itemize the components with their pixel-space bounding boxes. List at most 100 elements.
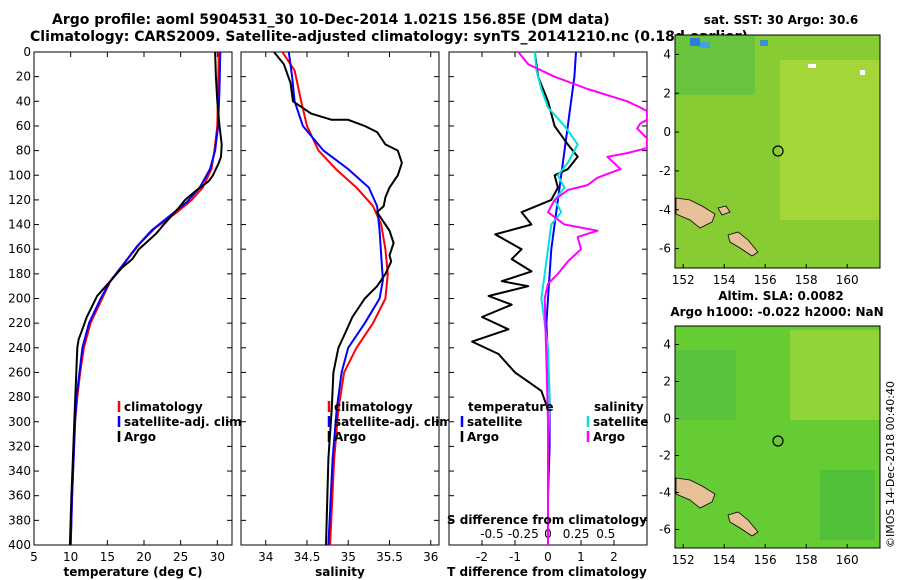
sst-map: sat. SST: 30 Argo: 30.6 152 154 156 158 160 4… xyxy=(659,13,881,287)
map-x-tick-label: 160 xyxy=(836,273,859,287)
legend-label-satellite: satellite-adj. clim. xyxy=(334,415,456,429)
x-tick-label: 20 xyxy=(136,550,151,564)
sst-map-land-islet xyxy=(717,205,731,216)
difference-xlabel: T difference from climatology xyxy=(447,565,647,579)
map-y-tick-label: -6 xyxy=(659,242,671,256)
map-x-tick-label: 158 xyxy=(795,553,818,567)
x2-tick-label: -0.25 xyxy=(508,527,539,541)
y-tick-label: 280 xyxy=(8,390,31,404)
y-tick-label: 340 xyxy=(8,464,31,478)
x2-tick-label: -0.5 xyxy=(480,527,503,541)
legend-label-argo: Argo xyxy=(124,430,156,444)
x-tick-label: 25 xyxy=(173,550,188,564)
sla-map-title-2: Argo h1000: -0.022 h2000: NaN xyxy=(670,305,883,319)
map-y-tick-label: 2 xyxy=(663,375,671,389)
sla-map-land-bougainville xyxy=(727,511,759,537)
map-y-tick-label: 2 xyxy=(663,86,671,100)
y-tick-label: 120 xyxy=(8,193,31,207)
y-tick-label: 80 xyxy=(16,144,31,158)
legend-label-t-satellite: satellite xyxy=(467,415,522,429)
map-x-tick-label: 154 xyxy=(713,553,736,567)
legend-label-satellite: satellite-adj. clim. xyxy=(124,415,246,429)
series-line-s-satellite xyxy=(533,52,579,545)
imos-credit: ©IMOS 14-Dec-2018 00:40:40 xyxy=(884,381,897,548)
x2-tick-label: 0.5 xyxy=(596,527,615,541)
map-y-tick-label: 4 xyxy=(663,47,671,61)
map-y-tick-label: -2 xyxy=(659,164,671,178)
legend-title-temperature: temperature xyxy=(468,400,553,414)
figure-title-line-2: Climatology: CARS2009. Satellite-adjuste… xyxy=(30,29,748,45)
y-tick-label: 360 xyxy=(8,489,31,503)
sla-map: Altim. SLA: 0.0082 Argo h1000: -0.022 h2… xyxy=(659,289,884,567)
legend-title-salinity: salinity xyxy=(594,400,644,414)
sla-map-patch xyxy=(820,470,875,540)
sst-map-patch xyxy=(700,42,710,48)
sla-map-frame xyxy=(674,325,881,549)
temperature-legend: climatology satellite-adj. clim. Argo xyxy=(117,400,246,444)
x-tick-label: 30 xyxy=(210,550,225,564)
sst-map-title: sat. SST: 30 Argo: 30.6 xyxy=(704,13,858,27)
y-tick-label: 100 xyxy=(8,168,31,182)
sst-map-frame xyxy=(674,34,881,269)
y-tick-label: 200 xyxy=(8,292,31,306)
series-line-satellite-adj-clim- xyxy=(287,52,384,545)
y-tick-label: 180 xyxy=(8,267,31,281)
x-tick-label: 2 xyxy=(610,550,618,564)
y-tick-label: 40 xyxy=(16,94,31,108)
legend-label-t-argo: Argo xyxy=(467,430,499,444)
sst-map-land-new-ireland xyxy=(675,197,716,229)
map-x-tick-label: 156 xyxy=(754,273,777,287)
map-x-tick-label: 160 xyxy=(836,553,859,567)
legend-label-climatology: climatology xyxy=(334,400,413,414)
map-y-tick-label: -6 xyxy=(659,523,671,537)
sst-map-patch xyxy=(808,64,816,68)
sla-map-title-1: Altim. SLA: 0.0082 xyxy=(718,289,844,303)
x-tick-label: -1 xyxy=(509,550,521,564)
salinity-panel: 34 34.5 35 35.5 36 salinity climatology sate… xyxy=(240,51,456,579)
sst-map-patch xyxy=(675,35,755,95)
map-y-tick-label: 0 xyxy=(663,412,671,426)
legend-label-s-satellite: satellite xyxy=(593,415,648,429)
y-tick-label: 400 xyxy=(8,538,31,552)
legend-label-climatology: climatology xyxy=(124,400,203,414)
temperature-plot-frame xyxy=(33,51,233,546)
x-tick-label: 36 xyxy=(423,550,438,564)
map-x-tick-label: 152 xyxy=(672,273,695,287)
legend-label-argo: Argo xyxy=(334,430,366,444)
map-y-tick-label: -4 xyxy=(659,486,671,500)
sla-map-patch xyxy=(676,350,736,420)
x-tick-label: 34.5 xyxy=(294,550,321,564)
sst-map-land-bougainville xyxy=(727,231,759,257)
salinity-legend: climatology satellite-adj. clim. Argo xyxy=(327,400,456,444)
salinity-xlabel: salinity xyxy=(315,565,365,579)
series-line-argo xyxy=(68,52,223,545)
series-line-s-argo xyxy=(517,52,647,545)
y-tick-label: 320 xyxy=(8,439,31,453)
y-tick-label: 300 xyxy=(8,415,31,429)
x-tick-label: 10 xyxy=(63,550,78,564)
difference-panel: -2 -1 0 1 2-0.5 -0.25 0 0.25 0.5 T difference fr… xyxy=(447,51,648,579)
x-tick-label: 5 xyxy=(30,550,38,564)
map-y-tick-label: -4 xyxy=(659,203,671,217)
map-x-tick-label: 158 xyxy=(795,273,818,287)
salinity-difference-legend: salinity satellite Argo xyxy=(586,400,648,444)
temperature-xlabel: temperature (deg C) xyxy=(64,565,203,579)
legend-label-s-argo: Argo xyxy=(593,430,625,444)
sst-map-profile-marker xyxy=(772,145,784,157)
y-tick-label: 140 xyxy=(8,218,31,232)
map-y-tick-label: -2 xyxy=(659,449,671,463)
y-tick-label: 60 xyxy=(16,119,31,133)
x-tick-label: 0 xyxy=(544,550,552,564)
sla-map-land-new-ireland xyxy=(675,477,716,509)
x-tick-label: 15 xyxy=(100,550,115,564)
sst-map-patch xyxy=(780,60,880,220)
sst-map-patch xyxy=(760,40,768,46)
x-tick-label: 1 xyxy=(577,550,585,564)
map-x-tick-label: 154 xyxy=(713,273,736,287)
salinity-plot-frame xyxy=(240,51,440,546)
series-line-t-argo xyxy=(471,52,579,545)
map-x-tick-label: 156 xyxy=(754,553,777,567)
sst-map-patch xyxy=(860,70,865,75)
y-tick-label: 260 xyxy=(8,365,31,379)
